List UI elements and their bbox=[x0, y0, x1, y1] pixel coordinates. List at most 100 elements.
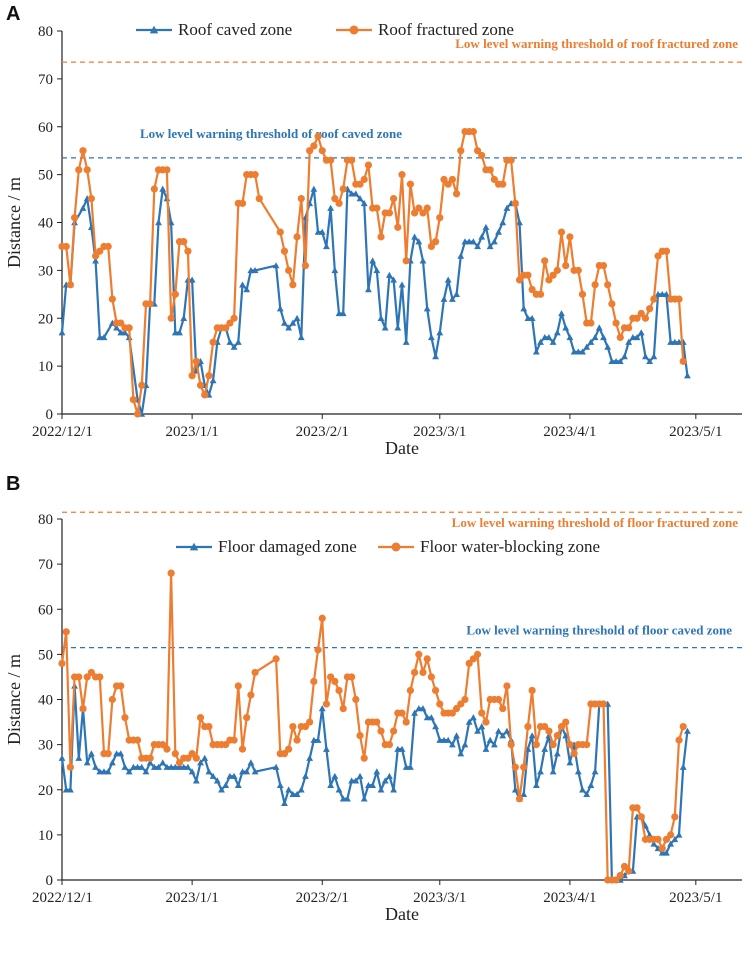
data-point bbox=[104, 750, 112, 758]
data-point bbox=[553, 266, 561, 274]
data-point bbox=[549, 768, 557, 775]
data-point bbox=[339, 704, 347, 713]
data-point bbox=[306, 147, 314, 155]
data-point bbox=[385, 741, 394, 749]
data-point bbox=[574, 266, 582, 274]
data-point bbox=[230, 736, 238, 744]
data-point bbox=[238, 199, 247, 207]
data-point bbox=[553, 732, 561, 740]
data-point bbox=[671, 813, 679, 821]
data-point bbox=[662, 835, 671, 843]
x-tick-label: 2023/3/1 bbox=[413, 890, 466, 906]
data-point bbox=[616, 357, 624, 365]
data-point bbox=[545, 727, 553, 735]
x-tick-label: 2023/5/1 bbox=[669, 890, 722, 906]
data-point bbox=[495, 228, 502, 235]
data-point bbox=[419, 668, 427, 677]
data-point bbox=[457, 700, 465, 708]
data-point bbox=[641, 314, 650, 322]
data-point bbox=[171, 290, 179, 298]
data-point bbox=[255, 194, 263, 203]
data-point bbox=[133, 410, 142, 418]
data-point bbox=[339, 310, 347, 317]
data-point bbox=[570, 750, 578, 758]
data-point bbox=[684, 727, 691, 734]
data-point bbox=[289, 722, 297, 731]
data-point bbox=[541, 722, 549, 731]
data-point bbox=[96, 673, 104, 681]
data-point bbox=[196, 381, 205, 389]
data-point bbox=[448, 295, 456, 302]
data-point bbox=[301, 722, 310, 731]
data-point bbox=[663, 290, 670, 298]
data-point bbox=[452, 190, 461, 198]
data-point bbox=[566, 741, 574, 749]
data-point bbox=[524, 271, 532, 279]
data-point bbox=[612, 319, 620, 327]
data-point bbox=[469, 655, 477, 663]
x-tick-label: 2023/1/1 bbox=[165, 890, 218, 906]
data-point bbox=[79, 147, 87, 155]
data-point bbox=[667, 831, 675, 839]
data-point bbox=[234, 682, 242, 690]
data-point bbox=[176, 329, 183, 336]
data-point bbox=[516, 219, 523, 226]
chart-panel-b: B 0 10 20 30 40 50 60 70 80 2022/12/1 2023/1/1 2023/… bbox=[4, 473, 742, 924]
data-point bbox=[331, 677, 339, 686]
data-point bbox=[360, 795, 368, 802]
data-point bbox=[406, 686, 414, 695]
data-point bbox=[184, 754, 192, 762]
data-point bbox=[457, 147, 465, 155]
data-point bbox=[184, 247, 192, 255]
data-point bbox=[192, 754, 200, 762]
y-tick-label: 30 bbox=[38, 738, 53, 754]
data-point bbox=[226, 319, 234, 327]
data-point bbox=[511, 199, 519, 207]
data-point bbox=[83, 166, 91, 174]
data-point bbox=[553, 750, 561, 757]
data-point bbox=[507, 741, 515, 749]
data-point bbox=[469, 127, 477, 136]
data-point bbox=[230, 772, 238, 779]
data-point bbox=[549, 741, 557, 749]
data-point bbox=[142, 768, 150, 775]
data-point bbox=[410, 668, 419, 677]
data-point bbox=[138, 763, 146, 770]
data-point bbox=[159, 185, 167, 192]
data-point bbox=[415, 238, 423, 245]
data-point bbox=[301, 261, 310, 270]
data-point bbox=[369, 257, 377, 264]
data-point bbox=[578, 290, 587, 298]
data-point bbox=[411, 709, 418, 716]
data-point bbox=[167, 314, 175, 322]
data-point bbox=[293, 736, 301, 744]
data-point bbox=[175, 759, 184, 767]
data-point bbox=[595, 324, 603, 331]
data-point bbox=[398, 709, 406, 717]
data-point bbox=[150, 185, 158, 193]
data-point bbox=[469, 714, 477, 721]
data-point bbox=[348, 156, 356, 164]
data-point bbox=[377, 727, 385, 735]
data-point bbox=[457, 252, 465, 259]
data-point bbox=[600, 334, 607, 341]
threshold-label-orange: Low level warning threshold of roof frac… bbox=[455, 36, 738, 51]
data-point bbox=[121, 329, 129, 336]
data-point bbox=[201, 754, 209, 761]
x-tick-label: 2023/3/1 bbox=[413, 424, 466, 440]
x-tick-label: 2023/4/1 bbox=[543, 424, 596, 440]
data-point bbox=[293, 314, 301, 321]
data-point bbox=[537, 768, 544, 775]
data-point bbox=[520, 305, 528, 312]
data-point bbox=[398, 171, 406, 179]
data-point bbox=[331, 772, 339, 779]
data-point bbox=[230, 343, 238, 350]
data-point bbox=[188, 372, 196, 380]
x-tick-label: 2023/1/1 bbox=[165, 424, 218, 440]
data-point bbox=[83, 673, 91, 681]
data-point bbox=[499, 219, 507, 226]
data-point bbox=[348, 673, 356, 681]
data-point bbox=[352, 190, 360, 197]
data-point bbox=[192, 777, 200, 784]
data-point bbox=[100, 334, 108, 341]
